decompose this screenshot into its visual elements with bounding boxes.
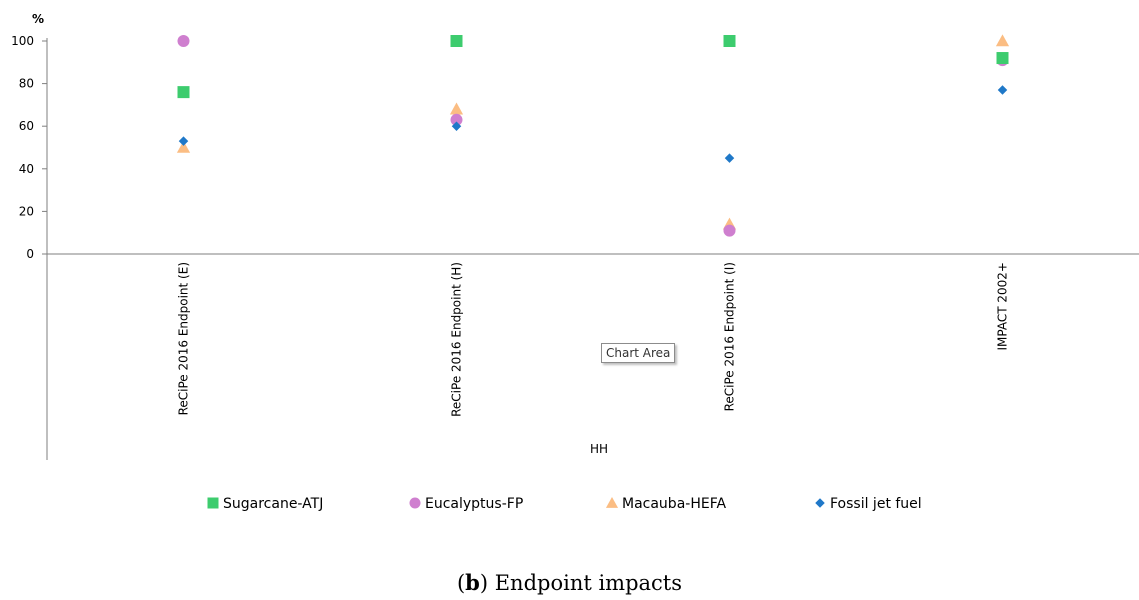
legend-label-eucalyptus-fp: Eucalyptus-FP [425,496,523,512]
legend-label-macauba-hefa: Macauba-HEFA [622,496,726,512]
y-tick-label: 60 [19,119,34,133]
y-tick-label: 80 [19,77,34,91]
x-category-label: ReCiPe 2016 Endpoint (H) [450,262,464,417]
chart-area-tooltip: Chart Area [601,343,676,363]
macauba-hefa-point [995,34,1010,47]
y-tick-label: 40 [19,162,34,176]
legend-label-fossil-jet-fuel: Fossil jet fuel [830,496,922,512]
sugarcane-atj-point [177,86,190,99]
caption-text: Endpoint impacts [494,571,683,595]
legend-label-sugarcane-atj: Sugarcane-ATJ [223,496,323,512]
y-tick-label: 0 [26,247,34,261]
x-category-label: ReCiPe 2016 Endpoint (I) [723,262,737,411]
endpoint-scatter-chart: 0 20 40 60 80 100% ReCiPe 2016 Endpoint (E) ReC… [11,12,1139,512]
y-tick-label: 100 [11,34,34,48]
caption-letter: b [465,570,480,595]
x-category-label: IMPACT 2002+ [996,262,1010,350]
fossil-jet-fuel-point [178,136,189,146]
fossil-jet-fuel-point [997,85,1008,95]
macauba-hefa-point [449,102,464,115]
sugarcane-atj-point [996,52,1009,65]
x-category-label: ReCiPe 2016 Endpoint (E) [177,262,191,415]
legend-marker-macauba-hefa [605,496,619,508]
fossil-jet-fuel-point [724,153,735,163]
legend-marker-eucalyptus-fp [409,497,421,509]
legend-marker-fossil-jet-fuel [815,498,825,508]
y-axis-label: % [32,12,44,26]
fossil-jet-fuel-point [451,121,462,131]
eucalyptus-fp-point [450,113,463,126]
y-tick-label: 20 [19,204,34,218]
figure-caption: (b) Endpoint impacts [456,570,683,595]
eucalyptus-fp-point [177,35,190,47]
legend-marker-sugarcane-atj [207,497,219,509]
sugarcane-atj-point [723,35,736,47]
eucalyptus-fp-point [723,224,736,237]
macauba-hefa-point [176,140,191,153]
sugarcane-atj-point [450,35,463,47]
x-axis-label: HH [590,442,608,456]
